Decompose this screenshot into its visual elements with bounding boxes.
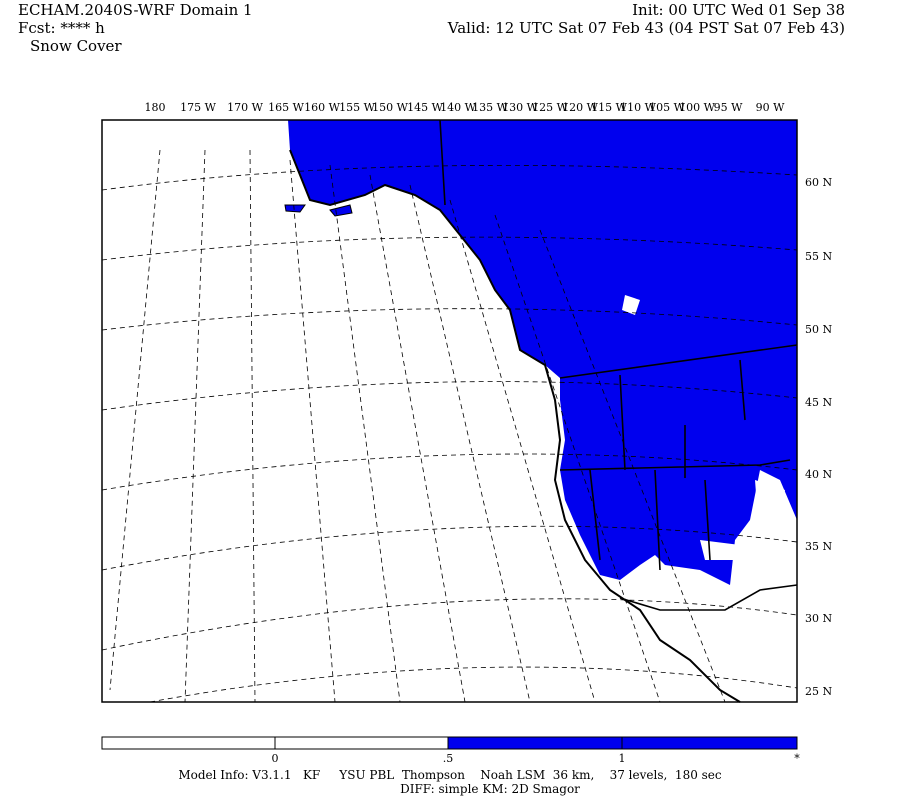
longitude-label: 175 W [180, 101, 216, 114]
longitude-label: 120 W [562, 101, 598, 114]
longitude-label: 155 W [339, 101, 375, 114]
colorbar-label: * [794, 752, 800, 765]
latitude-label: 35 N [805, 540, 832, 553]
graticule [101, 149, 798, 703]
map [101, 119, 798, 703]
longitude-label: 95 W [714, 101, 743, 114]
snow-north [288, 120, 797, 378]
longitude-label: 145 W [407, 101, 443, 114]
latitude-label: 30 N [805, 612, 832, 625]
longitude-label: 135 W [472, 101, 508, 114]
colorbar-label: .5 [443, 752, 454, 765]
valid-time: Valid: 12 UTC Sat 07 Feb 43 (04 PST Sat … [447, 19, 845, 37]
longitude-label: 115 W [591, 101, 627, 114]
longitude-label: 150 W [372, 101, 408, 114]
longitude-label: 140 W [440, 101, 476, 114]
forecast-hour: Fcst: **** h [18, 19, 105, 37]
longitude-label: 170 W [227, 101, 263, 114]
map-frame [101, 119, 798, 703]
longitude-label: 160 W [304, 101, 340, 114]
longitude-label: 180 [145, 101, 166, 114]
diff-info: DIFF: simple KM: 2D Smagor [400, 782, 580, 796]
longitude-label: 125 W [532, 101, 568, 114]
field-name: Snow Cover [30, 37, 122, 55]
latitude-label: 50 N [805, 323, 832, 336]
latitude-label: 55 N [805, 250, 832, 263]
longitude-label: 100 W [679, 101, 715, 114]
colorbar-label: 1 [619, 752, 626, 765]
latitude-label: 25 N [805, 685, 832, 698]
latitude-label: 60 N [805, 176, 832, 189]
longitude-label: 90 W [756, 101, 785, 114]
islands [284, 204, 353, 217]
title: ECHAM.2040S-WRF Domain 1 [18, 1, 253, 19]
longitude-label: 105 W [649, 101, 685, 114]
borders [439, 119, 798, 611]
init-time: Init: 00 UTC Wed 01 Sep 38 [632, 1, 845, 19]
longitude-label: 165 W [268, 101, 304, 114]
latitude-label: 45 N [805, 396, 832, 409]
longitude-label: 110 W [620, 101, 656, 114]
snow-west-us [560, 345, 797, 585]
longitude-label: 130 W [502, 101, 538, 114]
colorbar-label: 0 [272, 752, 279, 765]
coastline [289, 149, 741, 703]
model-info: Model Info: V3.1.1 KF YSU PBL Thompson N… [178, 768, 722, 782]
latitude-label: 40 N [805, 468, 832, 481]
colorbar [101, 736, 798, 750]
